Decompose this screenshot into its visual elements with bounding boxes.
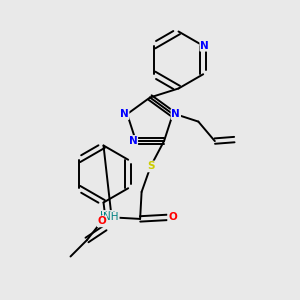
Text: N: N	[128, 136, 137, 146]
Text: S: S	[147, 161, 154, 171]
Text: HN: HN	[100, 211, 116, 221]
Text: N: N	[172, 109, 180, 119]
Text: N: N	[120, 109, 128, 119]
Text: NH: NH	[103, 212, 119, 223]
Text: N: N	[200, 41, 209, 51]
Text: O: O	[168, 212, 177, 222]
Text: O: O	[98, 216, 106, 226]
